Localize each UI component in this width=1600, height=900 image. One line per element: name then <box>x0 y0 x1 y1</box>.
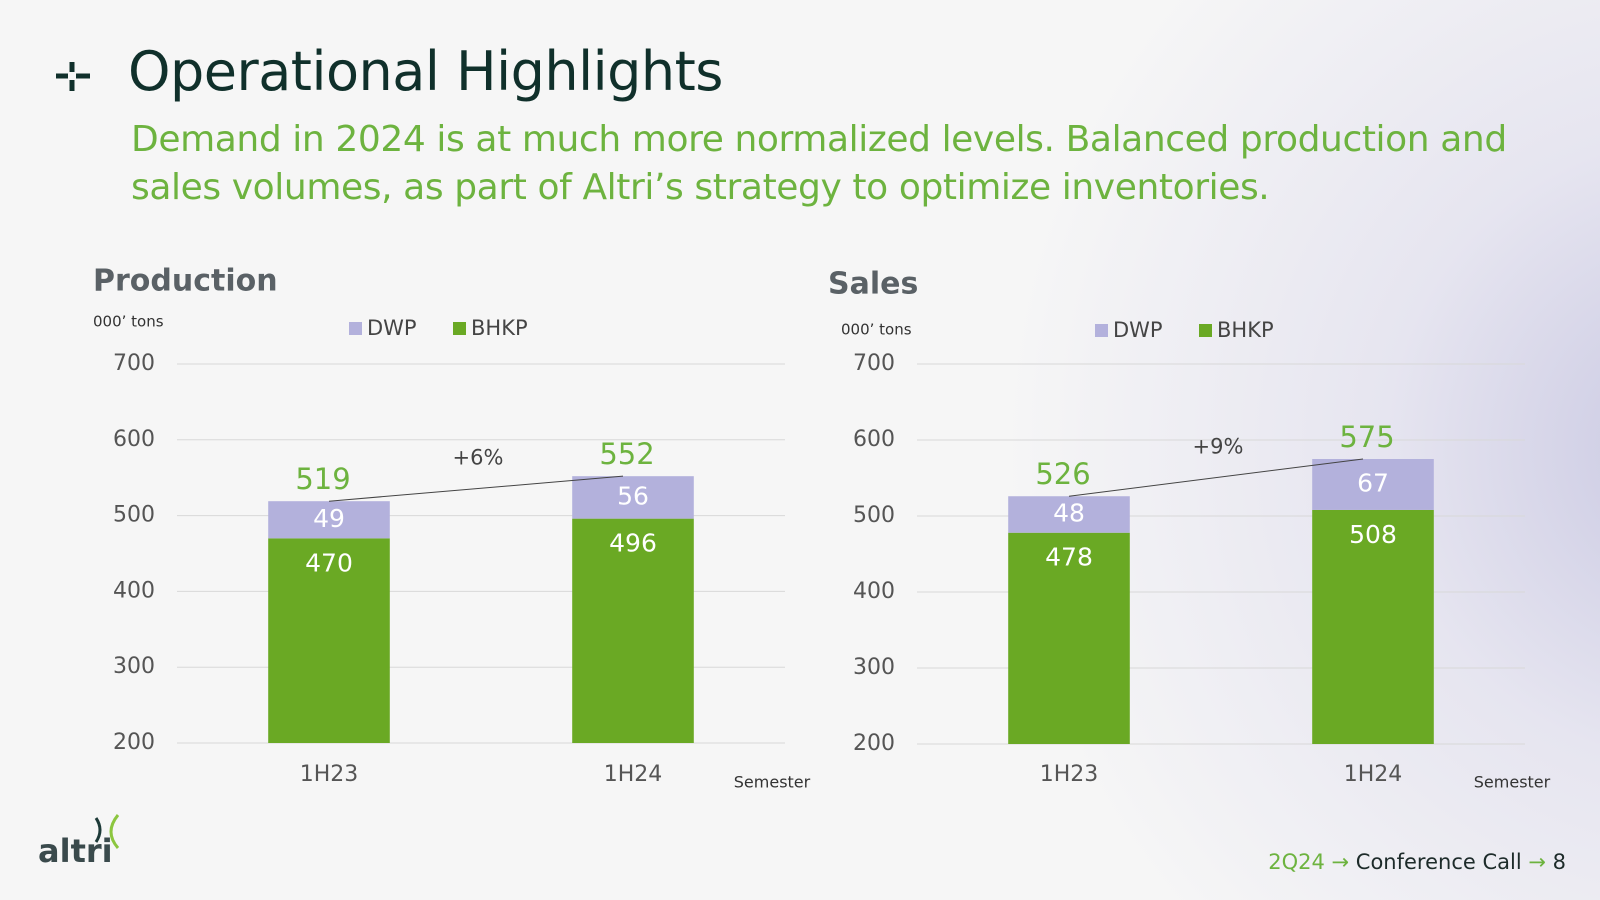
bar-segment <box>1008 496 1130 533</box>
bar-segment <box>572 476 694 519</box>
y-tick-label: 500 <box>853 503 895 528</box>
y-tick-label: 600 <box>113 427 155 452</box>
segment-label: 48 <box>1053 498 1085 527</box>
y-tick-label: 300 <box>853 655 895 680</box>
segment-label: 470 <box>305 548 353 577</box>
title-icon <box>56 62 90 91</box>
footer-event: 2Q24 <box>1268 850 1325 874</box>
legend-swatch <box>1199 324 1212 337</box>
total-label: 575 <box>1339 420 1394 454</box>
segment-label: 67 <box>1357 468 1389 497</box>
segment-label: 49 <box>313 504 345 533</box>
total-label: 552 <box>599 437 654 471</box>
bar-segment <box>268 501 390 539</box>
x-tick-label: 1H23 <box>1040 762 1099 787</box>
slide-subtitle: Demand in 2024 is at much more normalize… <box>131 119 1507 208</box>
x-tick-label: 1H23 <box>300 762 359 787</box>
y-tick-label: 700 <box>853 351 895 376</box>
total-label: 519 <box>295 462 350 496</box>
y-tick-label: 300 <box>113 654 155 679</box>
y-tick-label: 200 <box>113 730 155 755</box>
trend-line <box>328 475 624 502</box>
footer-title: Conference Call <box>1355 850 1522 874</box>
y-axis-label: 000’ tons <box>93 313 164 331</box>
growth-label: +9% <box>1193 435 1244 459</box>
segment-label: 478 <box>1045 543 1093 572</box>
logo-mark <box>94 814 120 849</box>
growth-label: +6% <box>453 446 504 470</box>
y-tick-label: 400 <box>853 579 895 604</box>
chart-title: Sales <box>828 267 918 302</box>
trend-line <box>1068 458 1364 497</box>
bar-segment <box>268 538 390 743</box>
y-tick-label: 200 <box>853 731 895 756</box>
legend-swatch <box>349 322 362 335</box>
x-tick-label: 1H24 <box>1344 762 1403 787</box>
bar-segment <box>1008 532 1130 744</box>
legend-swatch <box>1095 324 1108 337</box>
chart-title: Production <box>93 264 278 299</box>
page-number: 8 <box>1552 850 1566 874</box>
legend-swatch <box>453 322 466 335</box>
y-axis-label: 000’ tons <box>841 321 912 339</box>
logo-text: altri <box>38 832 113 870</box>
x-axis-label: Semester <box>734 773 811 792</box>
total-label: 526 <box>1035 457 1090 491</box>
segment-label: 56 <box>617 481 649 510</box>
legend-label: BHKP <box>471 316 528 340</box>
legend-label: DWP <box>367 316 417 340</box>
y-tick-label: 400 <box>113 578 155 603</box>
footer: 2Q24 → Conference Call → 8 <box>1268 850 1566 874</box>
x-tick-label: 1H24 <box>604 762 663 787</box>
bar-segment <box>572 518 694 743</box>
segment-label: 508 <box>1349 520 1397 549</box>
y-tick-label: 600 <box>853 427 895 452</box>
legend-label: BHKP <box>1217 318 1274 342</box>
bar-segment <box>1312 459 1434 510</box>
slide-title: Operational Highlights <box>128 40 723 103</box>
y-tick-label: 700 <box>113 351 155 376</box>
x-axis-label: Semester <box>1474 773 1551 792</box>
bar-segment <box>1312 509 1434 744</box>
legend-label: DWP <box>1113 318 1163 342</box>
y-tick-label: 500 <box>113 503 155 528</box>
segment-label: 496 <box>609 529 657 558</box>
